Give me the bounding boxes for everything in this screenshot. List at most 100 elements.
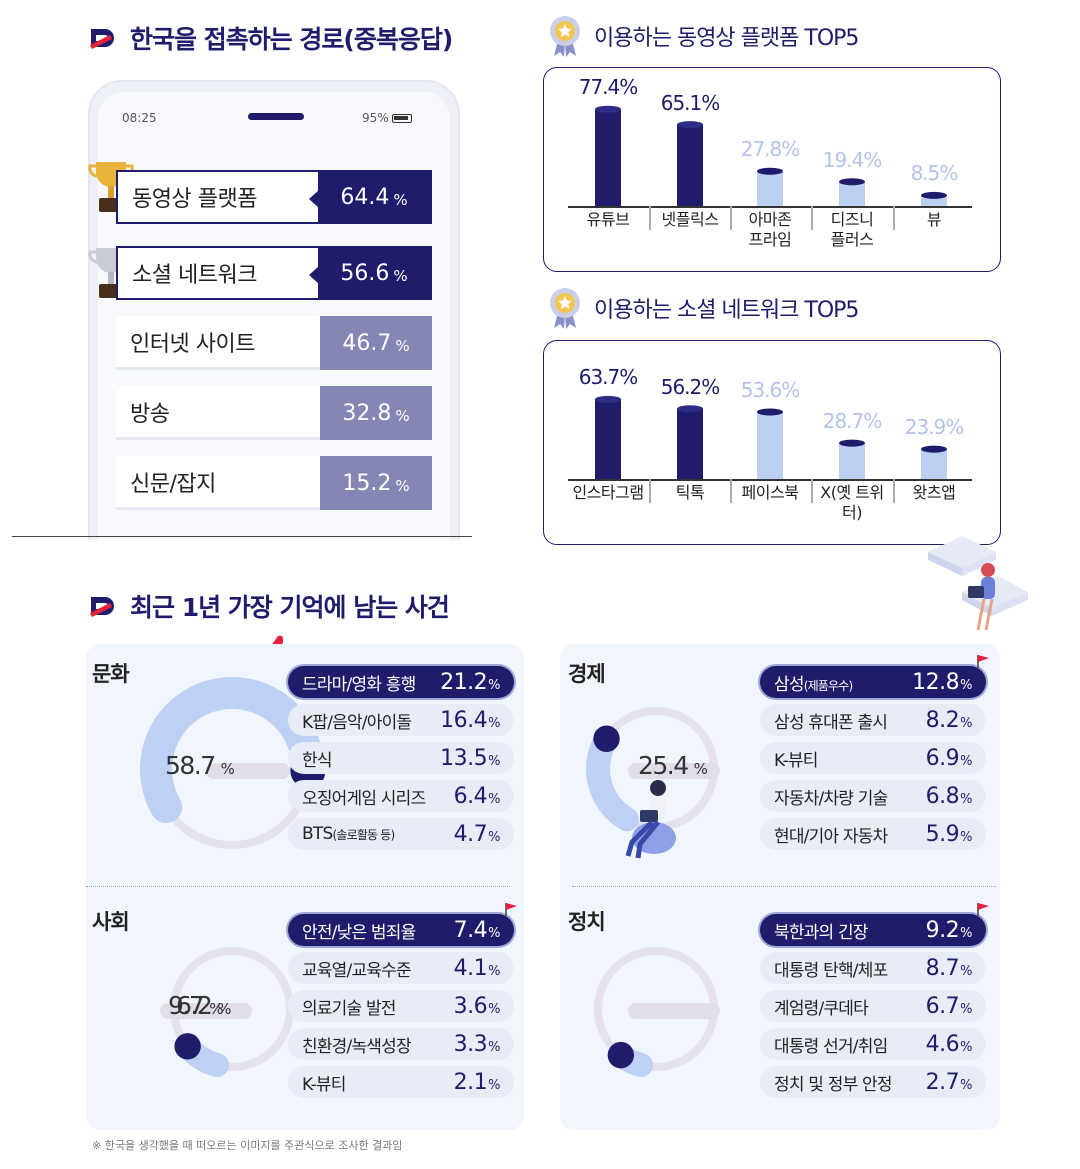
bar-cap — [839, 439, 865, 447]
ring-share-number: 25.4 — [638, 751, 689, 780]
event-item: 오징어게임 시리즈 6.4% — [288, 780, 514, 812]
contact-title-text: 한국을 접촉하는 경로(중복응답) — [130, 25, 453, 54]
percent-unit: % — [217, 1000, 231, 1018]
woman-sitting-illustration — [625, 780, 676, 859]
contact-row: 신문/잡지 15.2% — [116, 456, 432, 510]
contact-row: 인터넷 사이트 46.7% — [116, 316, 432, 370]
axis-separator — [811, 206, 813, 230]
event-item: 친환경/녹색성장 3.3% — [288, 1028, 514, 1060]
contact-row-value: 15.2% — [320, 456, 432, 510]
event-item-label: 삼성 휴대폰 출시 — [774, 712, 888, 733]
event-item: 북한과의 긴장 9.2% — [760, 914, 986, 946]
contact-row-value: 32.8% — [320, 386, 432, 440]
axis-separator — [893, 479, 895, 503]
category-label: X(옛 트위터) — [820, 483, 884, 522]
battery-icon — [391, 114, 412, 123]
contact-value-number: 56.6 — [340, 260, 390, 286]
percent-unit: % — [693, 760, 708, 778]
event-value-number: 4.7 — [453, 821, 488, 847]
event-item: K팝/음악/아이돌 16.4% — [288, 704, 514, 736]
phone-time: 08:25 — [122, 111, 157, 125]
footnote: ※ 한국을 생각했을 때 떠오르는 이미지를 주관식으로 조사한 결과임 — [92, 1139, 403, 1152]
event-item-value: 13.5% — [440, 746, 500, 771]
bar — [839, 181, 865, 206]
contact-value-number: 32.8 — [342, 400, 392, 426]
bar — [677, 124, 703, 206]
bar-value-label: 77.4% — [578, 75, 639, 100]
percent-unit: % — [960, 829, 972, 845]
category-label: 아마존 프라임 — [748, 210, 792, 249]
event-item-value: 4.6% — [926, 1032, 973, 1057]
event-item-value: 21.2% — [440, 670, 500, 695]
video-chart-title: 이용하는 동영상 플랫폼 TOP5 — [548, 14, 859, 58]
bar-cap — [677, 121, 703, 129]
percent-unit: % — [220, 760, 235, 778]
percent-unit: % — [960, 715, 972, 731]
bar — [757, 412, 783, 479]
ring-share-number: 6.2 — [176, 991, 213, 1020]
event-item-label: 한식 — [302, 750, 332, 771]
bar-value-label: 56.2% — [660, 374, 721, 399]
event-item: 한식 13.5% — [288, 742, 514, 774]
axis-separator — [649, 479, 651, 503]
event-item: 삼성(제품우수) 12.8% — [760, 666, 986, 698]
event-item-label: 계엄령/쿠데타 — [774, 998, 869, 1019]
x-axis-line — [568, 206, 972, 208]
bars-layer — [595, 395, 947, 479]
event-item-label: 친환경/녹색성장 — [302, 1036, 412, 1057]
ring-share-arc — [162, 939, 302, 1079]
event-item: K-뷰티 2.1% — [288, 1066, 514, 1098]
contact-value-number: 46.7 — [342, 330, 392, 356]
phone-battery: 95% — [362, 111, 412, 125]
category-label: 유튜브 — [586, 210, 630, 229]
social-chart-title: 이용하는 소셜 네트워크 TOP5 — [548, 286, 859, 330]
event-item-label: BTS(솔로활동 등) — [302, 824, 395, 844]
event-item: 의료기술 발전 3.6% — [288, 990, 514, 1022]
category-label: 왓츠앱 — [912, 483, 956, 502]
percent-unit: % — [960, 963, 972, 979]
percent-unit: % — [488, 791, 500, 807]
event-value-number: 8.7 — [925, 955, 960, 981]
ring-share-number: 58.7 — [165, 751, 216, 780]
percent-unit: % — [488, 963, 500, 979]
category-label: 인스타그램 — [572, 483, 644, 502]
event-item-value: 8.2% — [926, 708, 973, 733]
event-item: K-뷰티 6.9% — [760, 742, 986, 774]
category-label: 넷플릭스 — [661, 210, 719, 229]
contact-value-number: 15.2 — [342, 470, 392, 496]
event-item-label: K팝/음악/아이돌 — [302, 712, 412, 733]
ring-share-value: 25.4% — [638, 751, 708, 780]
event-value-number: 2.7 — [925, 1069, 960, 1095]
event-item-value: 5.9% — [926, 822, 973, 847]
category-label: 페이스북 — [741, 483, 799, 502]
bar-cap — [757, 167, 783, 175]
percent-unit: % — [209, 1000, 223, 1018]
percent-unit: % — [960, 791, 972, 807]
contact-value-number: 64.4 — [340, 184, 390, 210]
bar — [839, 443, 865, 479]
bar-cap — [595, 395, 621, 403]
event-item: 정치 및 정부 안정 2.7% — [760, 1066, 986, 1098]
percent-unit: % — [488, 1039, 500, 1055]
phone-notch — [248, 113, 304, 120]
events-section-title: 최근 1년 가장 기억에 남는 사건 — [88, 588, 450, 624]
event-item: 안전/낮은 범죄율 7.4% — [288, 914, 514, 946]
percent-unit: % — [488, 677, 500, 693]
red-flag-icon — [977, 655, 989, 668]
ring-value-band — [160, 1003, 252, 1019]
percent-unit: % — [488, 715, 500, 731]
event-value-number: 16.4 — [440, 707, 488, 733]
ring-end-dot — [593, 725, 620, 752]
section-divider — [12, 536, 472, 537]
event-item-label: 의료기술 발전 — [302, 998, 396, 1019]
category-label: 뷰 — [926, 210, 942, 229]
event-item-value: 16.4% — [440, 708, 500, 733]
bar-value-label: 53.6% — [740, 378, 801, 402]
category-label: 디즈니 플러스 — [830, 210, 874, 249]
red-flag-icon — [977, 903, 989, 916]
percent-unit: % — [395, 477, 410, 495]
event-item: BTS(솔로활동 등) 4.7% — [288, 818, 514, 850]
contact-row-label: 신문/잡지 — [116, 456, 320, 510]
event-item-value: 12.8% — [912, 670, 972, 695]
event-item: 드라마/영화 흥행 21.2% — [288, 666, 514, 698]
